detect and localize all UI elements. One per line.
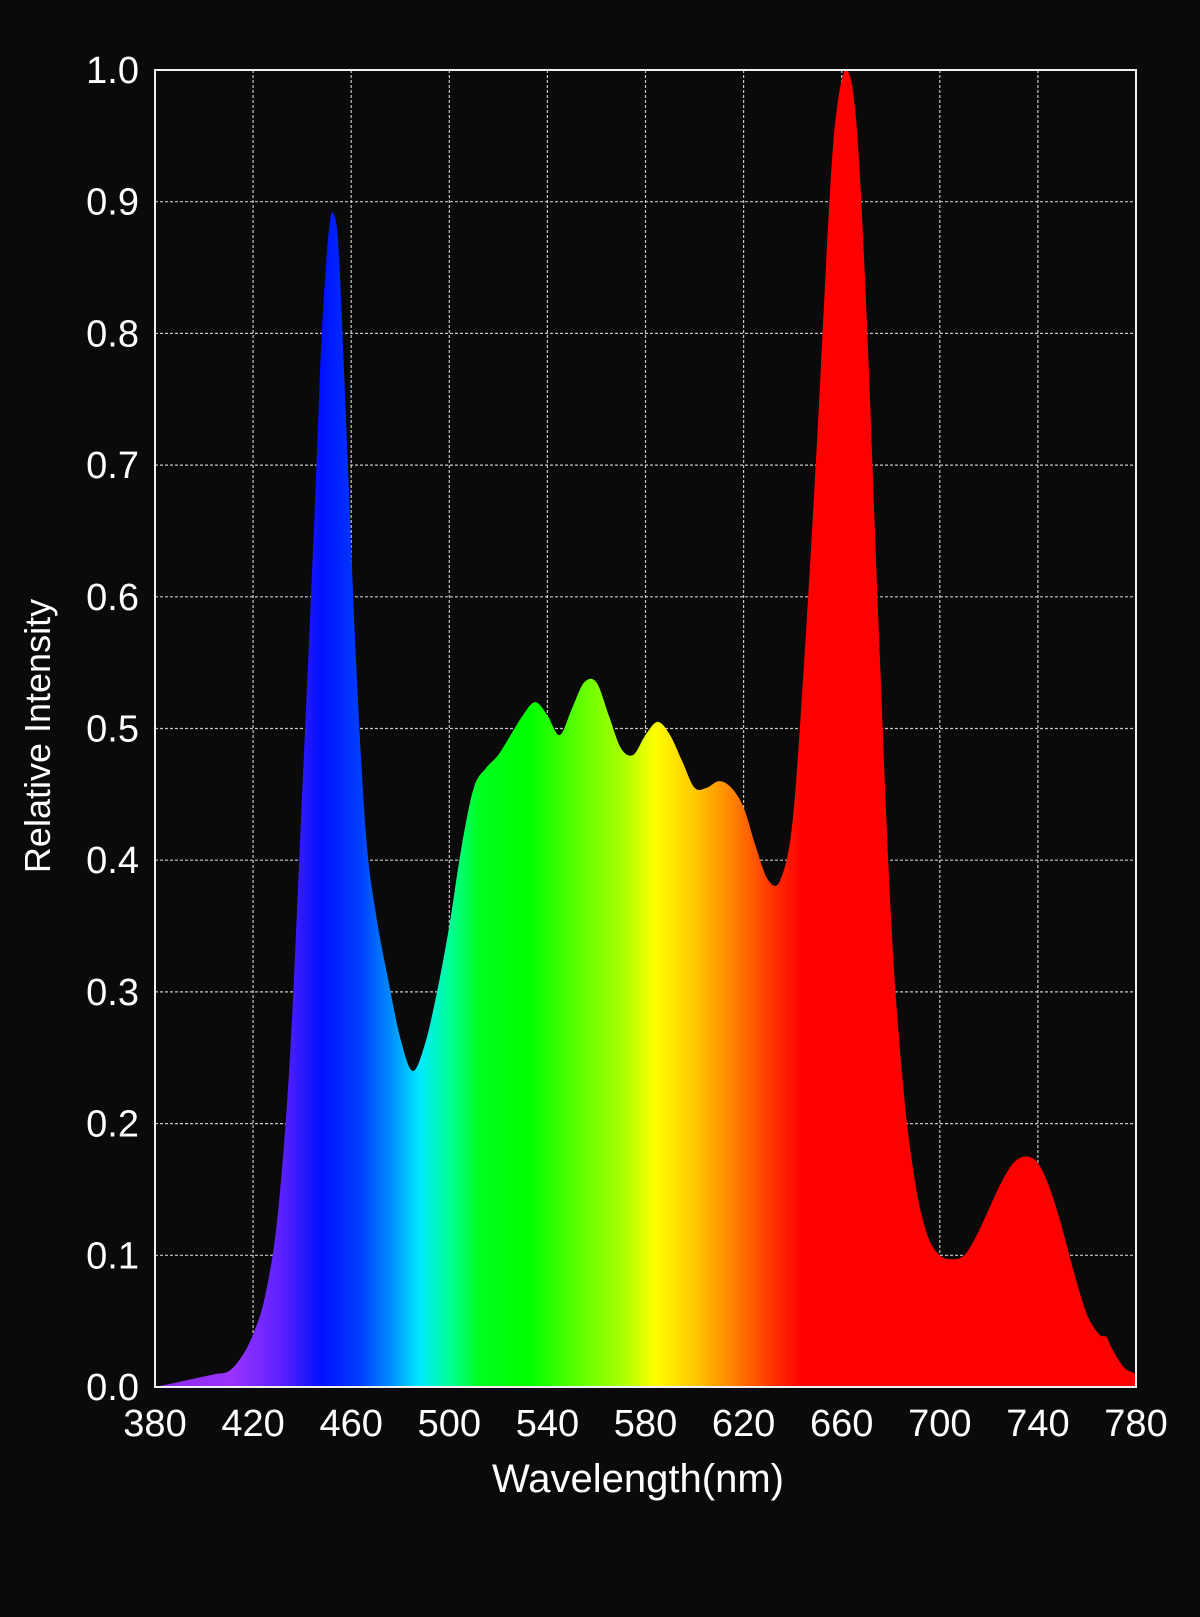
x-tick-label: 380 — [123, 1403, 186, 1445]
x-tick-label: 620 — [712, 1403, 775, 1445]
x-tick-label: 500 — [418, 1403, 481, 1445]
spectrum-area — [155, 69, 1136, 1387]
y-tick-label: 0.5 — [86, 709, 139, 751]
y-tick-label: 0.0 — [86, 1367, 139, 1409]
x-tick-label: 780 — [1104, 1403, 1167, 1445]
x-tick-label: 660 — [810, 1403, 873, 1445]
y-tick-label: 0.4 — [86, 840, 139, 882]
y-tick-label: 0.9 — [86, 182, 139, 224]
x-tick-label: 700 — [908, 1403, 971, 1445]
x-tick-label: 740 — [1006, 1403, 1069, 1445]
x-tick-label: 460 — [319, 1403, 382, 1445]
x-tick-labels: 380 420 460 500 540 580 620 660 700 740 780 — [123, 1403, 1167, 1445]
y-tick-label: 1.0 — [86, 50, 139, 92]
y-tick-label: 0.8 — [86, 313, 139, 355]
y-tick-label: 0.1 — [86, 1235, 139, 1277]
y-tick-label: 0.7 — [86, 445, 139, 487]
y-tick-label: 0.6 — [86, 577, 139, 619]
y-tick-labels: 0.0 0.1 0.2 0.3 0.4 0.5 0.6 0.7 0.8 0.9 1.0 — [86, 50, 139, 1409]
y-tick-label: 0.3 — [86, 972, 139, 1014]
x-tick-label: 580 — [614, 1403, 677, 1445]
y-tick-label: 0.2 — [86, 1104, 139, 1146]
x-tick-label: 540 — [516, 1403, 579, 1445]
x-tick-label: 420 — [221, 1403, 284, 1445]
x-axis-label: Wavelength(nm) — [492, 1457, 784, 1501]
plot-frame — [154, 69, 1137, 1388]
y-axis-label: Relative Intensity — [17, 599, 58, 873]
